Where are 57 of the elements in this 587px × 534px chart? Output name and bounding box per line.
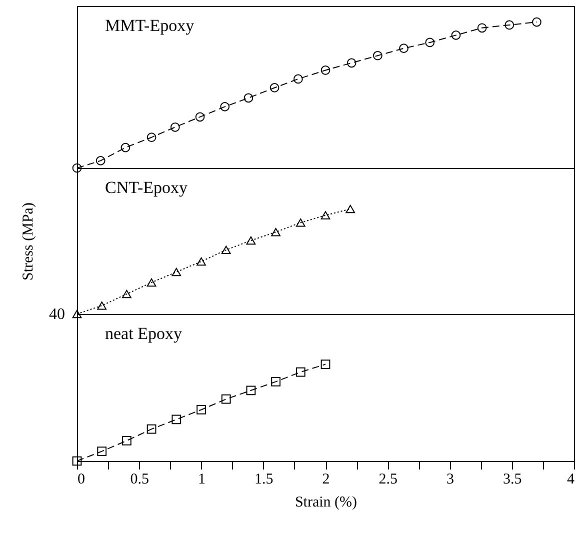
point [220,102,230,112]
x-tick-label: 0 [78,472,85,488]
point [172,414,182,424]
point [96,156,106,166]
x-tick-label: 0.5 [130,472,149,488]
point [97,446,107,456]
point [271,228,280,236]
point [170,122,180,132]
y-axis-title: Stress (MPa) [20,202,36,280]
point [244,93,254,103]
point [477,23,487,33]
point [425,38,435,48]
point [246,236,256,245]
point [504,20,514,30]
point [221,394,231,404]
point [271,377,280,386]
point [270,83,280,92]
x-tick-label: 3 [446,472,454,488]
point [320,211,330,220]
point [296,367,306,377]
point [532,17,542,27]
x-tick-label: 2.5 [378,472,398,488]
point [373,50,382,60]
point [72,163,82,173]
point [195,112,205,122]
point [221,246,231,254]
point [146,132,156,142]
point [97,301,107,310]
x-tick-label: 2 [322,472,330,488]
x-tick-label: 1 [198,472,206,488]
point [196,257,206,266]
x-tick-label: 1.5 [254,472,274,488]
point [399,44,408,53]
point [346,58,356,68]
point [122,436,132,446]
x-tick-label: 4 [567,472,575,488]
point [122,290,132,298]
point [293,74,303,84]
point [146,278,156,287]
point [146,424,156,434]
point [320,360,330,369]
text: neat Epoxy [105,324,182,343]
text: MMT-Epoxy [105,16,195,35]
point [72,456,82,466]
point [172,268,182,276]
point [196,405,206,414]
x-tick-label: 3.5 [503,472,522,488]
text: 40 [49,306,65,323]
point [346,204,356,214]
point [246,386,256,396]
point [72,310,82,318]
point [296,218,306,227]
text: CNT-Epoxy [105,178,188,197]
x-axis-title: Strain (%) [294,494,358,510]
point [320,66,330,75]
point [120,142,130,152]
point [451,30,461,40]
